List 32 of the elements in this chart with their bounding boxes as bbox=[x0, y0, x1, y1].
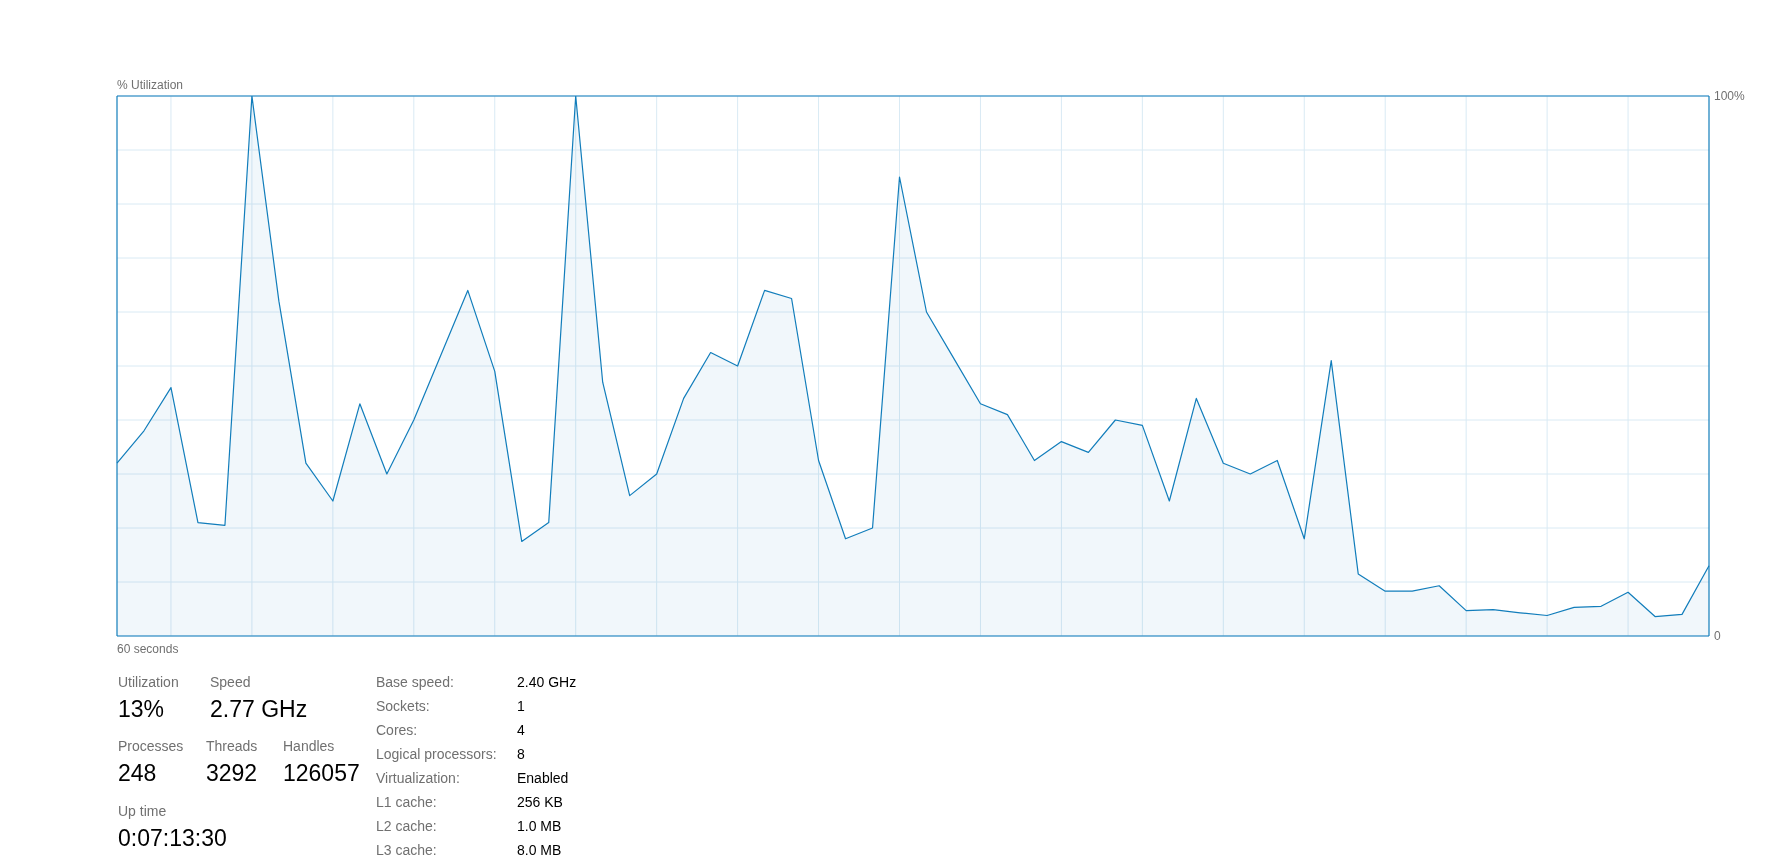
text: 13% bbox=[118, 696, 165, 722]
text: 126057 bbox=[283, 760, 360, 786]
text: 1.0 MB bbox=[517, 818, 562, 834]
text: 1 bbox=[517, 698, 525, 714]
text: 4 bbox=[517, 722, 525, 738]
text: Speed bbox=[210, 674, 251, 690]
text: 3292 bbox=[206, 760, 258, 786]
text: Base speed: bbox=[376, 674, 454, 690]
y-tick-label: 100% bbox=[1714, 89, 1746, 103]
text: 248 bbox=[118, 760, 157, 786]
text: 2.77 GHz bbox=[210, 696, 308, 722]
text: Sockets: bbox=[376, 698, 430, 714]
text: L2 cache: bbox=[376, 818, 437, 834]
text: 0:07:13:30 bbox=[118, 825, 227, 851]
text: L3 cache: bbox=[376, 842, 437, 858]
text: Utilization bbox=[118, 674, 179, 690]
text: 8 bbox=[517, 746, 525, 762]
text: Virtualization: bbox=[376, 770, 460, 786]
text: 256 KB bbox=[517, 794, 563, 810]
text: Logical processors: bbox=[376, 746, 497, 762]
text: Cores: bbox=[376, 722, 418, 738]
y-tick-label: 0 bbox=[1714, 629, 1721, 643]
x-axis-title: 60 seconds bbox=[117, 642, 179, 656]
text: 2.40 GHz bbox=[517, 674, 577, 690]
y-axis-title: % Utilization bbox=[117, 78, 184, 92]
text: L1 cache: bbox=[376, 794, 437, 810]
text: Up time bbox=[118, 803, 167, 819]
text: Threads bbox=[206, 738, 258, 754]
text: Enabled bbox=[517, 770, 569, 786]
text: Processes bbox=[118, 738, 184, 754]
text: Handles bbox=[283, 738, 335, 754]
text: 8.0 MB bbox=[517, 842, 562, 858]
